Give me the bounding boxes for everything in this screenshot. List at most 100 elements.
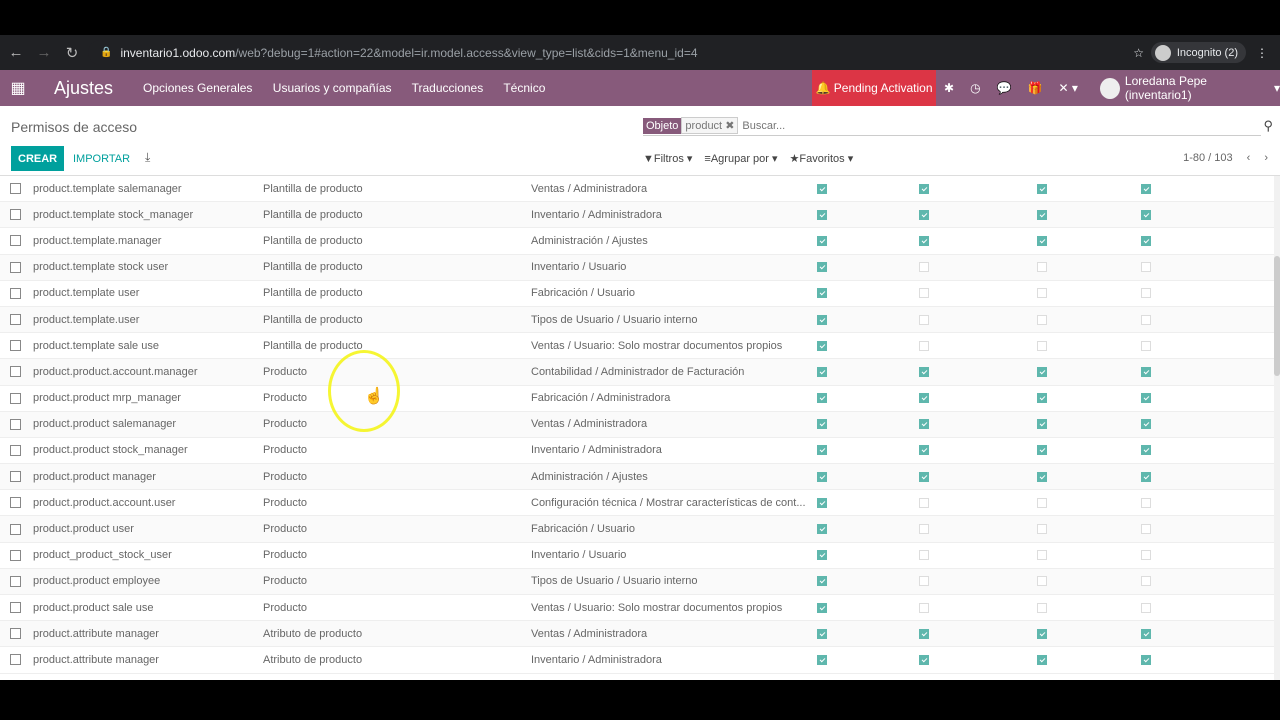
- row-select-checkbox[interactable]: [10, 575, 21, 587]
- perm-write-checkbox: [919, 524, 929, 535]
- menu-traducciones[interactable]: Traducciones: [411, 81, 484, 95]
- perm-read-checkbox: [817, 209, 827, 220]
- menu-tecnico[interactable]: Técnico: [503, 81, 546, 95]
- group-by-dropdown[interactable]: ≡Agrupar por ▾: [704, 153, 778, 165]
- control-panel: Permisos de acceso Objeto product ✖ ⚲ CR…: [0, 106, 1280, 176]
- reload-icon[interactable]: ↻: [65, 44, 79, 62]
- clock-icon[interactable]: ◷: [970, 81, 981, 95]
- table-row[interactable]: product.template stock user Plantilla de…: [0, 254, 1280, 281]
- access-group: Ventas / Usuario: Solo mostrar documento…: [531, 601, 783, 614]
- search-icon[interactable]: ⚲: [1263, 118, 1273, 133]
- import-button[interactable]: IMPORTAR: [73, 152, 131, 165]
- row-select-checkbox[interactable]: [10, 654, 21, 666]
- access-group: Contabilidad / Administrador de Facturac…: [531, 365, 745, 378]
- perm-read-checkbox: [817, 471, 827, 482]
- row-select-checkbox[interactable]: [10, 471, 21, 483]
- table-row[interactable]: product.product.account.user Producto Co…: [0, 490, 1280, 517]
- row-select-checkbox[interactable]: [10, 366, 21, 378]
- perm-write-checkbox: [919, 262, 929, 273]
- download-icon[interactable]: ⤓: [145, 150, 151, 164]
- table-row[interactable]: product.attribute manager Atributo de pr…: [0, 647, 1280, 674]
- pending-label: Pending Activation: [833, 81, 933, 95]
- row-select-checkbox[interactable]: [10, 444, 21, 456]
- table-row[interactable]: product.product mrp_manager Producto Fab…: [0, 386, 1280, 412]
- access-name: product.product employee: [33, 575, 161, 588]
- table-row[interactable]: product.product salemanager Producto Ven…: [0, 411, 1280, 438]
- perm-read-checkbox: [817, 550, 827, 561]
- perm-create-checkbox: [1037, 340, 1047, 351]
- forward-icon[interactable]: →: [36, 44, 52, 61]
- perm-read-checkbox: [817, 524, 827, 535]
- bug-icon[interactable]: ✱: [944, 81, 955, 95]
- row-select-checkbox[interactable]: [10, 209, 21, 221]
- search-input[interactable]: [742, 119, 1261, 132]
- table-row[interactable]: product.attribute manager Atributo de pr…: [0, 621, 1280, 648]
- chat-icon[interactable]: 💬: [996, 81, 1012, 95]
- perm-write-checkbox: [919, 497, 929, 508]
- row-select-checkbox[interactable]: [10, 392, 21, 404]
- user-menu[interactable]: Loredana Pepe (inventario1) ▾: [1100, 70, 1280, 106]
- row-select-checkbox[interactable]: [10, 628, 21, 640]
- browser-menu-icon[interactable]: ⋮: [1256, 45, 1268, 60]
- table-row[interactable]: product.product employee Producto Tipos …: [0, 568, 1280, 595]
- next-page-icon[interactable]: ›: [1264, 152, 1268, 164]
- row-select-checkbox[interactable]: [10, 183, 21, 195]
- row-select-checkbox[interactable]: [10, 314, 21, 326]
- tools-icon[interactable]: ✕ ▾: [1058, 81, 1078, 95]
- scrollbar[interactable]: [1274, 176, 1280, 680]
- table-row[interactable]: product.product.account.manager Producto…: [0, 359, 1280, 386]
- table-row[interactable]: product.product user Producto Fabricació…: [0, 516, 1280, 543]
- address-bar[interactable]: 🔒 inventario1.odoo.com/web?debug=1#actio…: [88, 40, 1158, 65]
- remove-facet-icon[interactable]: ✖: [725, 120, 735, 132]
- gift-icon[interactable]: 🎁: [1027, 81, 1043, 95]
- table-row[interactable]: product.product sale use Producto Ventas…: [0, 595, 1280, 622]
- pending-activation-button[interactable]: 🔔 Pending Activation: [812, 70, 936, 106]
- row-select-checkbox[interactable]: [10, 340, 21, 352]
- menu-usuarios[interactable]: Usuarios y compañías: [272, 81, 392, 95]
- filters-dropdown[interactable]: ▼Filtros ▾: [643, 153, 693, 165]
- perm-delete-checkbox: [1141, 262, 1151, 273]
- page-title: Permisos de acceso: [11, 119, 138, 135]
- row-select-checkbox[interactable]: [10, 418, 21, 430]
- table-row[interactable]: product.template.manager Plantilla de pr…: [0, 228, 1280, 255]
- perm-write-checkbox: [919, 628, 929, 639]
- perm-read-checkbox: [817, 288, 827, 299]
- table-row[interactable]: product.template sale use Plantilla de p…: [0, 333, 1280, 360]
- table-row[interactable]: product.product stock_manager Producto I…: [0, 438, 1280, 465]
- row-select-checkbox[interactable]: [10, 497, 21, 509]
- table-row[interactable]: product.template user Plantilla de produ…: [0, 281, 1280, 307]
- prev-page-icon[interactable]: ‹: [1246, 152, 1251, 164]
- row-select-checkbox[interactable]: [10, 235, 21, 247]
- click-highlight: [328, 350, 400, 432]
- perm-write-checkbox: [919, 183, 929, 194]
- table-row[interactable]: product.template salemanager Plantilla d…: [0, 176, 1280, 203]
- perm-write-checkbox: [919, 393, 929, 404]
- row-select-checkbox[interactable]: [10, 602, 21, 614]
- create-button[interactable]: CREAR: [11, 146, 65, 171]
- table-row[interactable]: product.template.user Plantilla de produ…: [0, 306, 1280, 334]
- back-icon[interactable]: ←: [8, 44, 24, 61]
- table-row[interactable]: product.product manager Producto Adminis…: [0, 464, 1280, 491]
- row-select-checkbox[interactable]: [10, 261, 21, 273]
- access-name: product.template.user: [33, 313, 140, 326]
- pager-value[interactable]: 1-80 / 103: [1183, 152, 1233, 164]
- access-name: product.template stock user: [33, 261, 169, 274]
- access-name: product_product_stock_user: [33, 549, 172, 562]
- row-select-checkbox[interactable]: [10, 523, 21, 535]
- apps-grid-icon[interactable]: ▦: [10, 80, 26, 97]
- row-select-checkbox[interactable]: [10, 549, 21, 561]
- favorites-dropdown[interactable]: ★Favoritos ▾: [789, 153, 854, 165]
- access-object: Producto: [263, 523, 308, 536]
- table-row[interactable]: product.template stock_manager Plantilla…: [0, 202, 1280, 229]
- star-icon[interactable]: ☆: [1133, 45, 1144, 60]
- table-row[interactable]: product_product_stock_user Producto Inve…: [0, 543, 1280, 569]
- scrollbar-thumb[interactable]: [1274, 256, 1280, 376]
- perm-read-checkbox: [817, 445, 827, 456]
- incognito-badge[interactable]: Incognito (2): [1150, 42, 1246, 63]
- hand-cursor-icon: ☝: [364, 388, 384, 405]
- perm-write-checkbox: [919, 576, 929, 587]
- row-select-checkbox[interactable]: [10, 287, 21, 299]
- menu-opciones-generales[interactable]: Opciones Generales: [143, 81, 253, 95]
- perm-create-checkbox: [1037, 183, 1047, 194]
- app-title[interactable]: Ajustes: [54, 77, 114, 98]
